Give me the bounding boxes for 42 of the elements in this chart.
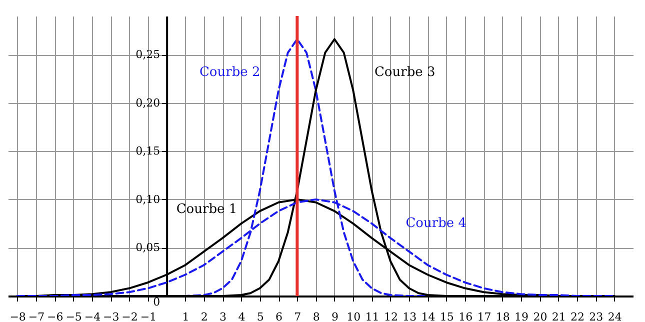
x-tick-label: −7 [28,310,45,322]
x-tick-label: 16 [458,310,473,322]
x-tick-label: 3 [220,310,227,322]
x-tick-label: 18 [496,310,510,322]
y-tick-label: 0,25 [136,48,160,62]
series-label: Courbe 2 [199,65,260,80]
series-label: Courbe 1 [176,202,238,218]
x-tick-label: 19 [514,310,529,322]
x-tick-label: 1 [182,310,190,322]
x-tick-label: 14 [421,310,436,322]
x-tick-label: 15 [440,310,454,322]
x-tick-label: −6 [47,310,64,322]
x-tick-label: −3 [103,310,120,322]
x-tick-label: 24 [608,310,622,322]
y-tick-label: 0,15 [136,144,160,158]
x-tick-label: −4 [84,310,101,322]
x-tick-label: −5 [66,310,82,322]
x-tick-label: −8 [10,310,26,322]
y-tick-label: 0,10 [136,192,160,206]
x-tick-label: 21 [552,310,566,322]
series-label: Courbe 4 [406,216,467,232]
x-tick-label: 12 [384,310,398,322]
x-tick-label: 9 [331,310,338,322]
x-tick-label: 22 [570,310,585,322]
x-tick-label: 8 [312,310,320,322]
x-tick-label: 13 [402,310,417,322]
series-label: Courbe 3 [374,65,436,80]
x-tick-label: 7 [294,310,302,322]
x-tick-label: 6 [276,310,283,322]
y-tick-label: 0,05 [136,241,160,254]
x-tick-label: 2 [200,310,208,322]
y-tick-label: 0,20 [136,96,160,110]
y-tick-label: 0 [153,296,160,308]
x-tick-label: −2 [122,310,138,322]
x-tick-label: 4 [238,310,246,322]
x-tick-label: 20 [533,310,548,322]
x-tick-label: 11 [365,310,380,322]
x-tick-label: 17 [477,310,492,322]
x-tick-label: 23 [589,310,604,322]
x-tick-label: −1 [140,310,157,322]
x-tick-label: 5 [256,310,264,322]
x-tick-label: 10 [346,310,361,322]
